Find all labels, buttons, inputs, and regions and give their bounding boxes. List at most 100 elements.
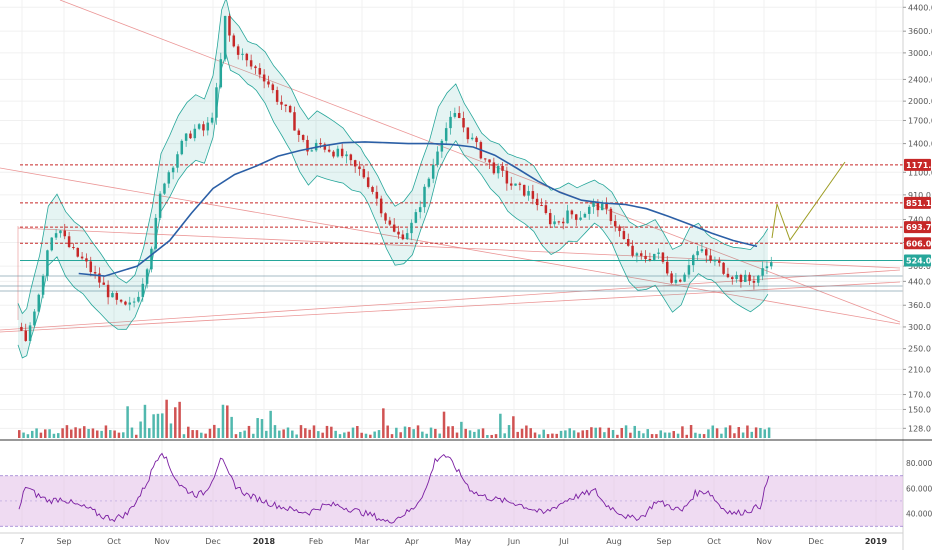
candle-body xyxy=(37,294,41,312)
volume-bar xyxy=(516,431,519,438)
candle-body xyxy=(215,87,218,118)
volume-bar xyxy=(239,431,242,438)
volume-bar xyxy=(135,434,138,438)
price-level-badge-label: 524.0 xyxy=(906,257,932,266)
candle-body xyxy=(670,273,673,283)
volume-bar xyxy=(104,425,108,438)
trendlines xyxy=(0,0,903,333)
time-tick-label: Oct xyxy=(707,537,721,546)
candle-body xyxy=(332,151,335,157)
volume-bar xyxy=(143,404,147,438)
volume-bar xyxy=(659,430,662,438)
candle-body xyxy=(718,260,721,263)
volume-bar xyxy=(321,432,324,438)
price-tick-label: 910.0 xyxy=(908,191,931,200)
volume-bar xyxy=(685,434,688,438)
volume-bar xyxy=(603,432,606,438)
volume-bar xyxy=(455,432,459,438)
price-level-badge xyxy=(904,254,931,267)
time-tick-label: Mar xyxy=(354,537,370,546)
volume-bar xyxy=(35,428,38,438)
volume-bar xyxy=(113,430,116,438)
candle-body xyxy=(267,81,270,85)
candle-body xyxy=(687,265,691,275)
volume-bar xyxy=(568,428,571,438)
volume-bar xyxy=(191,430,194,438)
candle-body xyxy=(20,326,23,331)
candle-body xyxy=(496,165,500,174)
candle-body xyxy=(349,154,353,161)
volume-bar xyxy=(512,416,515,438)
candle-body xyxy=(501,165,504,171)
volume-bar xyxy=(78,428,82,438)
price-axis[interactable]: 4400.0 3600.0 3000.0 2400.0 2000.0 1700.0 1400… xyxy=(902,0,932,550)
volume-bar xyxy=(477,429,480,438)
volume-bar xyxy=(291,430,294,438)
volume-bar xyxy=(351,427,355,438)
volume-bar xyxy=(208,428,212,438)
volume-bar xyxy=(213,424,216,438)
price-tick-label: 2400.0 xyxy=(908,75,932,84)
candle-body xyxy=(353,160,357,167)
candle-body xyxy=(145,269,149,284)
volume-bar xyxy=(564,430,567,438)
volume-bar xyxy=(490,434,493,438)
time-tick-label: Dec xyxy=(205,537,220,546)
price-tick-label: 128.0 xyxy=(908,424,931,433)
candle-body xyxy=(223,15,227,60)
volume-bar xyxy=(425,433,428,438)
candle-body xyxy=(514,183,517,186)
volume-bar xyxy=(295,434,298,438)
candle-body xyxy=(618,226,621,232)
volume-bar xyxy=(390,434,394,438)
volume-bar xyxy=(559,430,563,438)
candle-body xyxy=(423,186,426,208)
volume-bar xyxy=(434,428,437,438)
candle-body xyxy=(436,151,439,165)
candle-body xyxy=(761,268,764,276)
ma-line xyxy=(78,141,758,277)
volume-bar xyxy=(750,431,754,438)
candle-body xyxy=(622,231,626,240)
volume-bar xyxy=(187,426,190,438)
time-axis[interactable]: 7 Sep Oct Nov Dec 2018 Feb Mar Apr May Jun Jul Aug Se… xyxy=(0,532,903,546)
candle-body xyxy=(518,183,522,185)
volume-bar xyxy=(590,427,593,438)
time-tick-label: May xyxy=(455,537,472,546)
volume-bar xyxy=(473,431,476,438)
candle-body xyxy=(678,279,682,282)
volume-bar xyxy=(642,433,645,438)
time-tick-label: Feb xyxy=(309,537,323,546)
candle-body xyxy=(466,127,470,140)
volume-bar xyxy=(195,430,199,438)
volume-bar xyxy=(447,426,450,438)
candle-body xyxy=(401,234,405,240)
price-tick-label: 170.0 xyxy=(908,391,931,400)
volume-bar xyxy=(260,419,264,438)
candle-body xyxy=(696,251,699,256)
candle-body xyxy=(89,261,93,273)
price-level-badge-label: 1171.3 xyxy=(906,161,932,170)
candle-body xyxy=(163,183,166,194)
candle-body xyxy=(752,280,756,283)
volume-bar xyxy=(672,431,675,438)
volume-bar xyxy=(585,430,589,438)
volume-bar xyxy=(581,430,584,438)
volume-bar xyxy=(464,428,467,438)
candle-body xyxy=(691,255,695,266)
projection-line xyxy=(771,161,846,242)
candle-body xyxy=(626,239,630,246)
candle-body xyxy=(462,118,465,128)
candle-body xyxy=(59,230,62,234)
time-tick-label: Nov xyxy=(756,537,772,546)
volume-bar xyxy=(620,427,623,438)
rsi-tick-label: 60.0000 xyxy=(906,484,932,493)
volume-bar xyxy=(767,427,771,438)
price-level-badges: 1171.3 851.1 693.7 606.0 524.0 xyxy=(904,158,932,267)
candlesticks xyxy=(20,13,773,344)
candle-body xyxy=(744,274,747,283)
candle-body xyxy=(176,154,179,168)
candle-body xyxy=(41,275,45,295)
candle-body xyxy=(271,84,275,91)
